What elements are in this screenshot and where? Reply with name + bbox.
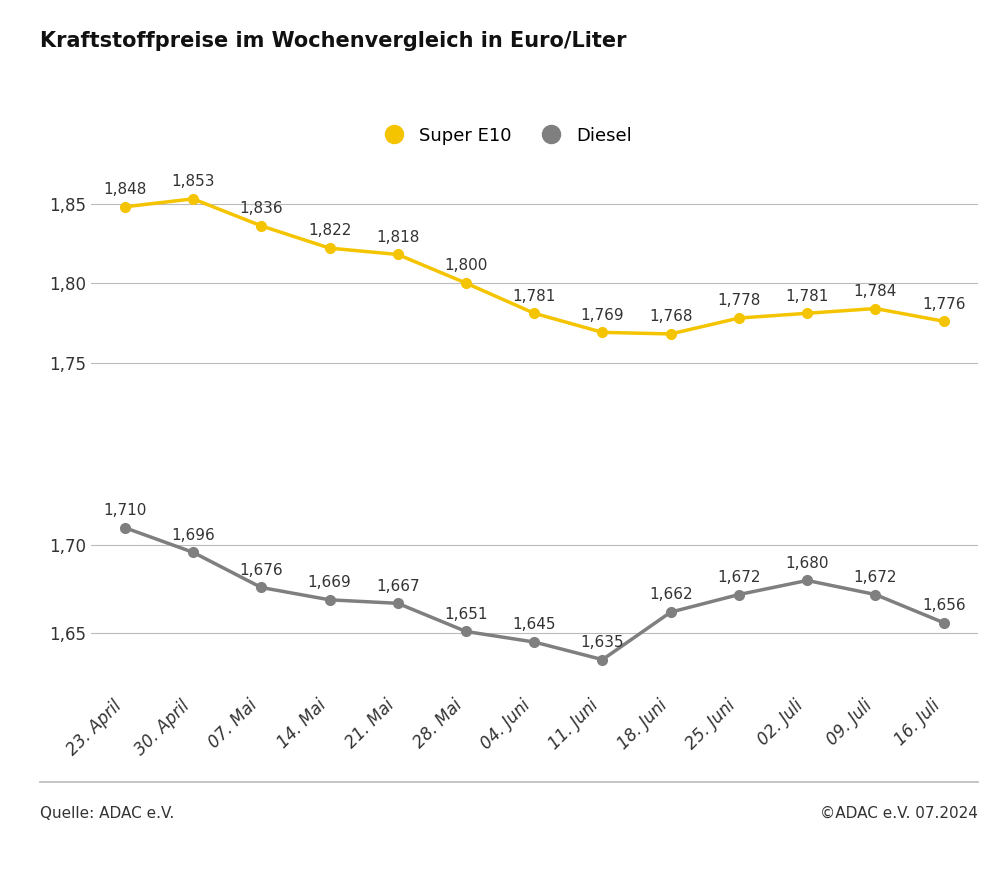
Text: Quelle: ADAC e.V.: Quelle: ADAC e.V. [40, 806, 174, 821]
Text: 1,818: 1,818 [376, 230, 419, 245]
Text: 1,656: 1,656 [922, 598, 966, 613]
Text: 1,822: 1,822 [307, 224, 351, 239]
Text: 1,672: 1,672 [854, 570, 897, 585]
Text: 1,635: 1,635 [581, 635, 624, 650]
Text: 1,645: 1,645 [512, 617, 556, 632]
Text: 1,662: 1,662 [649, 587, 692, 602]
Text: 1,800: 1,800 [445, 258, 488, 273]
Text: 1,667: 1,667 [376, 579, 419, 594]
Text: 1,769: 1,769 [581, 308, 624, 323]
Text: 1,676: 1,676 [240, 563, 283, 578]
Text: 1,853: 1,853 [171, 174, 215, 189]
Text: 1,836: 1,836 [240, 202, 283, 217]
Text: 1,710: 1,710 [103, 503, 146, 518]
Legend: Super E10, Diesel: Super E10, Diesel [369, 119, 639, 152]
Text: 1,781: 1,781 [512, 288, 556, 303]
Text: 1,768: 1,768 [649, 309, 692, 324]
Text: 1,651: 1,651 [445, 606, 488, 621]
Text: ©ADAC e.V. 07.2024: ©ADAC e.V. 07.2024 [820, 806, 978, 821]
Text: 1,781: 1,781 [785, 288, 829, 303]
Text: 1,672: 1,672 [717, 570, 761, 585]
Text: 1,776: 1,776 [922, 296, 966, 311]
Text: 1,680: 1,680 [785, 556, 829, 571]
Text: 1,784: 1,784 [854, 284, 897, 299]
Text: 1,669: 1,669 [307, 575, 352, 591]
Text: 1,848: 1,848 [103, 182, 146, 197]
Text: 1,696: 1,696 [171, 528, 215, 543]
Text: Kraftstoffpreise im Wochenvergleich in Euro/Liter: Kraftstoffpreise im Wochenvergleich in E… [40, 31, 627, 51]
Text: 1,778: 1,778 [718, 293, 761, 309]
